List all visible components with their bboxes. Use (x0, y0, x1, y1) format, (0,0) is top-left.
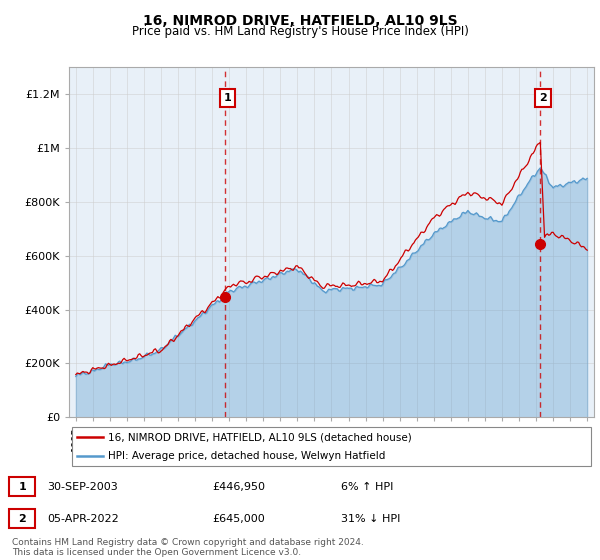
Text: 16, NIMROD DRIVE, HATFIELD, AL10 9LS (detached house): 16, NIMROD DRIVE, HATFIELD, AL10 9LS (de… (109, 432, 412, 442)
Text: 05-APR-2022: 05-APR-2022 (47, 514, 119, 524)
FancyBboxPatch shape (9, 478, 35, 496)
Text: 16, NIMROD DRIVE, HATFIELD, AL10 9LS: 16, NIMROD DRIVE, HATFIELD, AL10 9LS (143, 14, 457, 28)
Text: 2: 2 (18, 514, 26, 524)
FancyBboxPatch shape (9, 509, 35, 528)
Text: 1: 1 (18, 482, 26, 492)
Text: £446,950: £446,950 (212, 482, 265, 492)
Text: £645,000: £645,000 (212, 514, 265, 524)
Text: 30-SEP-2003: 30-SEP-2003 (47, 482, 118, 492)
Text: 31% ↓ HPI: 31% ↓ HPI (341, 514, 401, 524)
Text: Contains HM Land Registry data © Crown copyright and database right 2024.
This d: Contains HM Land Registry data © Crown c… (12, 538, 364, 557)
FancyBboxPatch shape (71, 427, 592, 466)
Text: 6% ↑ HPI: 6% ↑ HPI (341, 482, 394, 492)
Text: 2: 2 (539, 93, 547, 103)
Text: HPI: Average price, detached house, Welwyn Hatfield: HPI: Average price, detached house, Welw… (109, 451, 386, 461)
Text: 1: 1 (224, 93, 232, 103)
Text: Price paid vs. HM Land Registry's House Price Index (HPI): Price paid vs. HM Land Registry's House … (131, 25, 469, 38)
